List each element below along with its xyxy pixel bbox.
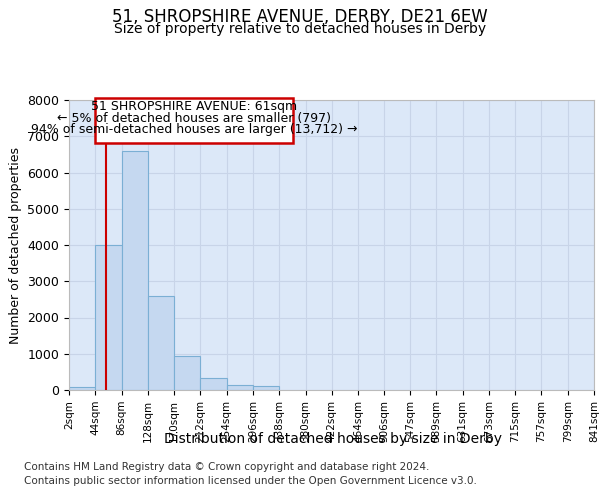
Bar bbox=[95, 245, 122, 390]
FancyBboxPatch shape bbox=[95, 98, 293, 143]
Y-axis label: Number of detached properties: Number of detached properties bbox=[9, 146, 22, 344]
Bar bbox=[174, 356, 200, 390]
Bar bbox=[200, 378, 227, 390]
Text: Contains public sector information licensed under the Open Government Licence v3: Contains public sector information licen… bbox=[24, 476, 477, 486]
Text: ← 5% of detached houses are smaller (797): ← 5% of detached houses are smaller (797… bbox=[57, 112, 331, 125]
Text: Distribution of detached houses by size in Derby: Distribution of detached houses by size … bbox=[164, 432, 502, 446]
Text: 94% of semi-detached houses are larger (13,712) →: 94% of semi-detached houses are larger (… bbox=[31, 123, 358, 136]
Text: Size of property relative to detached houses in Derby: Size of property relative to detached ho… bbox=[114, 22, 486, 36]
Bar bbox=[122, 151, 148, 390]
Bar bbox=[253, 386, 279, 390]
Bar bbox=[148, 296, 174, 390]
Text: 51 SHROPSHIRE AVENUE: 61sqm: 51 SHROPSHIRE AVENUE: 61sqm bbox=[91, 100, 297, 113]
Bar bbox=[227, 386, 253, 390]
Text: 51, SHROPSHIRE AVENUE, DERBY, DE21 6EW: 51, SHROPSHIRE AVENUE, DERBY, DE21 6EW bbox=[112, 8, 488, 26]
Bar bbox=[69, 388, 95, 390]
Text: Contains HM Land Registry data © Crown copyright and database right 2024.: Contains HM Land Registry data © Crown c… bbox=[24, 462, 430, 472]
